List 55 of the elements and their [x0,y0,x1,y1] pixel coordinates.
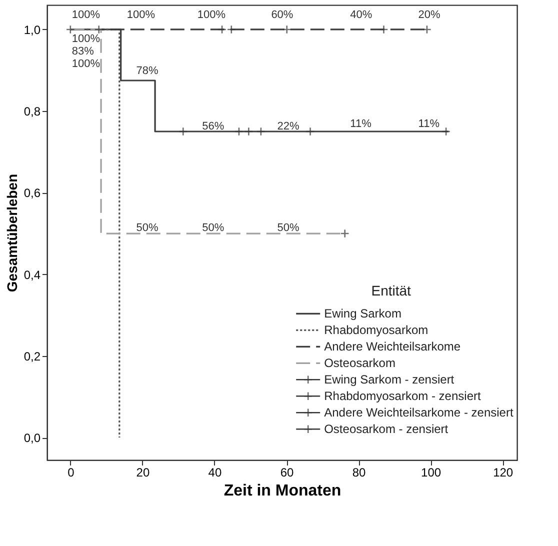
legend-label: Osteosarkom - zensiert [324,422,449,436]
x-tick-label: 40 [208,466,222,480]
annotation: 22% [277,120,300,132]
x-tick-label: 80 [352,466,366,480]
point [422,24,432,34]
legend-label: Andere Weichteilsarkome - zensiert [324,406,514,420]
annotation: 83% [72,45,94,58]
annotation: 100% [197,9,226,22]
point [94,24,104,34]
y-tick-label: 0,6 [24,186,41,200]
point [379,24,388,34]
y-tick-label: 1,0 [24,22,41,37]
x-axis-title: Zeit in Monaten [224,482,342,500]
annotation: 60% [271,9,294,22]
y-axis-title: Gesamtüberleben [4,174,20,292]
legend-label: Ewing Sarkom [324,306,402,321]
x-tick-label: 100 [421,466,442,480]
legend-title: Entität [371,282,412,299]
annotation: 100% [72,9,100,22]
point [442,126,451,136]
annotation: 50% [277,222,300,234]
y-tick-label: 0,4 [24,268,41,282]
annotation: 78% [136,64,159,77]
point [234,126,244,136]
legend-label: Osteosarkom [324,356,396,370]
point [340,228,350,238]
annotation: 56% [202,120,224,132]
annotation: 11% [418,118,440,130]
point [244,126,254,136]
annotation: 50% [136,222,159,234]
legend-label: Rhabdomyosarkom - zensiert [324,389,482,404]
annotation: 40% [350,9,372,22]
x-tick-label: 0 [68,466,75,480]
point [178,126,188,136]
annotation: 20% [418,9,441,22]
x-tick-label: 120 [493,466,514,480]
y-tick-label: 0,0 [24,431,41,446]
point [306,126,315,136]
annotation: 100% [72,33,100,46]
point [218,24,227,34]
y-tick-label: 0,2 [24,349,41,364]
legend-label: Rhabdomyosarkom [324,323,428,338]
legend-label: Andere Weichteilsarkome [324,340,461,354]
annotation: 50% [202,222,224,234]
x-tick-label: 20 [136,466,150,480]
x-tick-label: 60 [280,466,294,480]
point [256,126,266,136]
annotation: 100% [72,58,100,70]
legend-label: Ewing Sarkom - zensiert [324,372,455,387]
point [66,24,75,34]
annotation: 100% [126,9,156,22]
y-tick-label: 0,8 [24,104,41,119]
point [282,24,292,34]
annotation: 11% [350,118,372,130]
point [226,24,236,34]
